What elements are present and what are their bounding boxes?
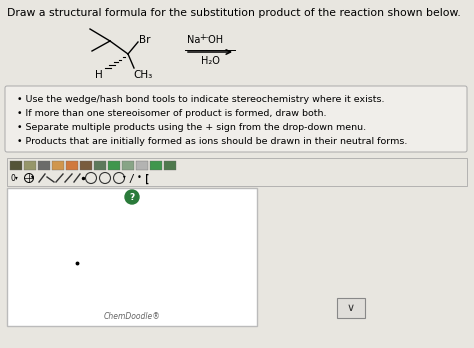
Text: H₂O: H₂O [201, 56, 219, 66]
Text: H: H [95, 70, 103, 80]
Bar [150, 161, 162, 170]
Bar [80, 161, 92, 170]
Text: Br: Br [139, 35, 151, 45]
Text: CH₃: CH₃ [133, 70, 152, 80]
Text: ?: ? [129, 193, 135, 202]
Text: ⁻OH: ⁻OH [203, 35, 223, 45]
Text: +: + [199, 33, 205, 42]
Bar [24, 161, 36, 170]
Text: •: • [137, 173, 142, 182]
Text: ▾: ▾ [31, 174, 34, 179]
Bar [10, 161, 22, 170]
Bar [122, 161, 134, 170]
Bar [7, 158, 467, 186]
Text: ChemDoodle®: ChemDoodle® [103, 312, 160, 321]
Bar [108, 161, 120, 170]
Text: 0: 0 [11, 174, 16, 183]
Bar [164, 161, 176, 170]
Bar [7, 188, 257, 326]
Bar [52, 161, 64, 170]
Text: ▾: ▾ [15, 175, 18, 180]
Bar [66, 161, 78, 170]
Text: • Use the wedge/hash bond tools to indicate stereochemistry where it exists.: • Use the wedge/hash bond tools to indic… [17, 95, 384, 104]
Text: • Products that are initially formed as ions should be drawn in their neutral fo: • Products that are initially formed as … [17, 137, 407, 146]
Text: /: / [129, 174, 135, 184]
FancyBboxPatch shape [5, 86, 467, 152]
Text: [: [ [144, 174, 150, 184]
Bar [94, 161, 106, 170]
Text: • If more than one stereoisomer of product is formed, draw both.: • If more than one stereoisomer of produ… [17, 109, 327, 118]
Bar [38, 161, 50, 170]
Text: ∨: ∨ [347, 303, 355, 313]
Text: ▾: ▾ [123, 174, 126, 179]
Text: Draw a structural formula for the substitution product of the reaction shown bel: Draw a structural formula for the substi… [7, 8, 461, 18]
Text: Na: Na [187, 35, 201, 45]
Circle shape [125, 190, 139, 204]
Bar [337, 298, 365, 318]
Text: • Separate multiple products using the + sign from the drop-down menu.: • Separate multiple products using the +… [17, 123, 366, 132]
Bar [136, 161, 148, 170]
